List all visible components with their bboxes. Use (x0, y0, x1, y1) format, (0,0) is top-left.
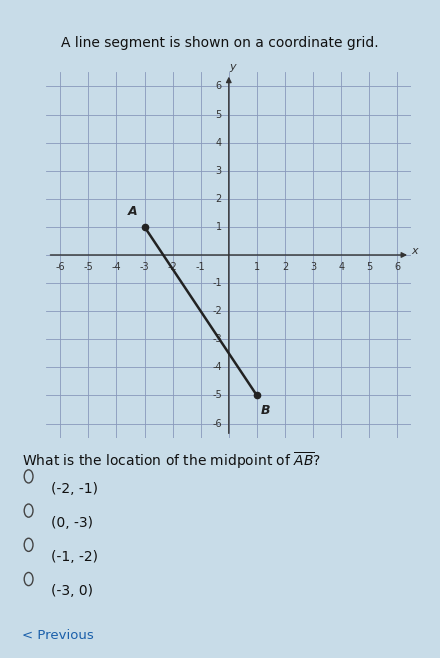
Text: (-3, 0): (-3, 0) (51, 584, 92, 598)
Text: -2: -2 (168, 262, 177, 272)
Text: 2: 2 (216, 194, 222, 204)
Text: -5: -5 (84, 262, 93, 272)
Text: -1: -1 (196, 262, 205, 272)
Text: (-2, -1): (-2, -1) (51, 482, 98, 495)
Text: -4: -4 (212, 363, 222, 372)
Text: A: A (128, 205, 138, 218)
Text: (0, -3): (0, -3) (51, 516, 92, 530)
Text: -6: -6 (55, 262, 65, 272)
Text: 5: 5 (366, 262, 372, 272)
Text: -4: -4 (112, 262, 121, 272)
Text: 4: 4 (338, 262, 344, 272)
Text: -6: -6 (212, 418, 222, 428)
Text: 4: 4 (216, 138, 222, 147)
Text: -5: -5 (212, 390, 222, 401)
Text: y: y (230, 63, 236, 72)
Text: (-1, -2): (-1, -2) (51, 550, 98, 564)
Text: A line segment is shown on a coordinate grid.: A line segment is shown on a coordinate … (61, 36, 379, 50)
Text: 1: 1 (216, 222, 222, 232)
Text: 2: 2 (282, 262, 288, 272)
Text: -1: -1 (212, 278, 222, 288)
Text: What is the location of the midpoint of $\overline{AB}$?: What is the location of the midpoint of … (22, 451, 321, 471)
Text: -2: -2 (212, 306, 222, 316)
Text: -3: -3 (212, 334, 222, 344)
Text: 3: 3 (216, 166, 222, 176)
Text: < Previous: < Previous (22, 628, 94, 642)
Text: 6: 6 (216, 82, 222, 91)
Text: B: B (261, 404, 271, 417)
Text: 6: 6 (394, 262, 400, 272)
Text: x: x (411, 245, 418, 256)
Text: 1: 1 (254, 262, 260, 272)
Text: 5: 5 (216, 109, 222, 120)
Text: -3: -3 (140, 262, 149, 272)
Text: 3: 3 (310, 262, 316, 272)
